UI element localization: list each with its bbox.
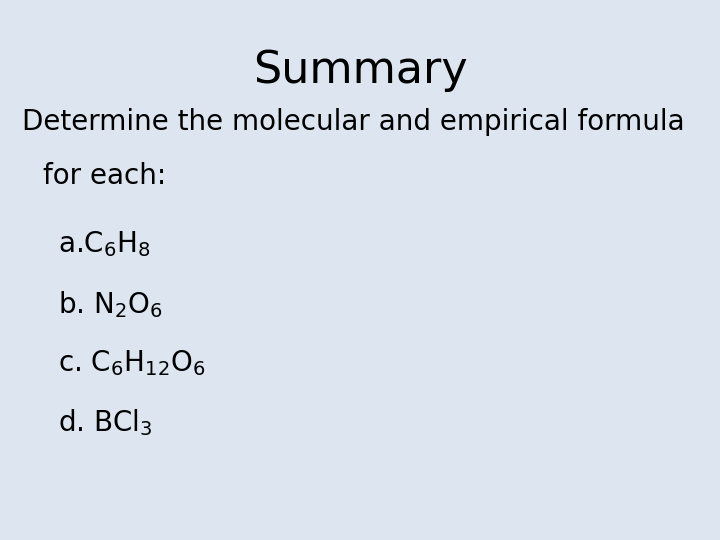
Text: c. $\mathrm{C_6H_{12}O_6}$: c. $\mathrm{C_6H_{12}O_6}$ xyxy=(58,348,205,378)
Text: d. $\mathrm{BCl_3}$: d. $\mathrm{BCl_3}$ xyxy=(58,408,152,438)
Text: a.$\mathrm{C_6H_8}$: a.$\mathrm{C_6H_8}$ xyxy=(58,230,150,259)
Text: Summary: Summary xyxy=(253,49,467,92)
Text: b. $\mathrm{N_2O_6}$: b. $\mathrm{N_2O_6}$ xyxy=(58,289,162,320)
Text: for each:: for each: xyxy=(43,162,166,190)
Text: Determine the molecular and empirical formula: Determine the molecular and empirical fo… xyxy=(22,108,684,136)
